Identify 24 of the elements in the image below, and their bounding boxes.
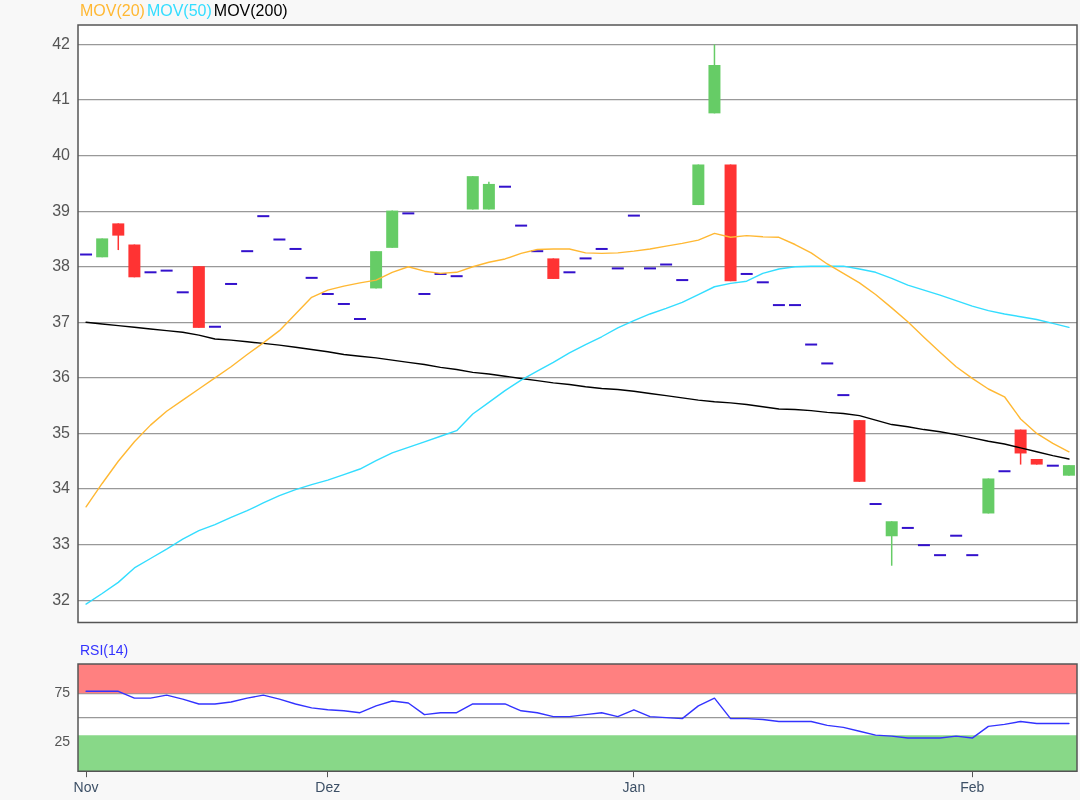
candlestick [885, 520, 898, 567]
candlestick [112, 222, 125, 251]
x-tick-label: Jan [622, 779, 646, 796]
candlestick [547, 257, 560, 280]
y-tick-label: 36 [52, 368, 71, 386]
text: MOV(20) [80, 2, 145, 19]
y-tick-label: 35 [52, 423, 71, 441]
x-tick-label: Dez [315, 779, 341, 796]
y-tick-label: 38 [52, 257, 71, 275]
y-tick-label: 40 [52, 146, 71, 163]
y-tick-label: 25 [54, 732, 71, 749]
x-tick-label: Feb [960, 779, 985, 796]
y-tick-label: 37 [52, 312, 71, 330]
text: RSI(14) [80, 642, 129, 658]
y-tick-label: 32 [52, 590, 71, 608]
text: MOV(50) [146, 2, 212, 19]
x-tick-label: Nov [73, 779, 99, 796]
y-tick-label: 33 [52, 535, 71, 553]
y-tick-label: 42 [52, 34, 71, 52]
y-tick-label: 39 [52, 201, 71, 219]
y-tick-label: 41 [52, 90, 71, 108]
y-tick-label: 75 [54, 684, 71, 701]
y-tick-label: 34 [52, 479, 71, 497]
text: MOV(200) [213, 2, 288, 19]
